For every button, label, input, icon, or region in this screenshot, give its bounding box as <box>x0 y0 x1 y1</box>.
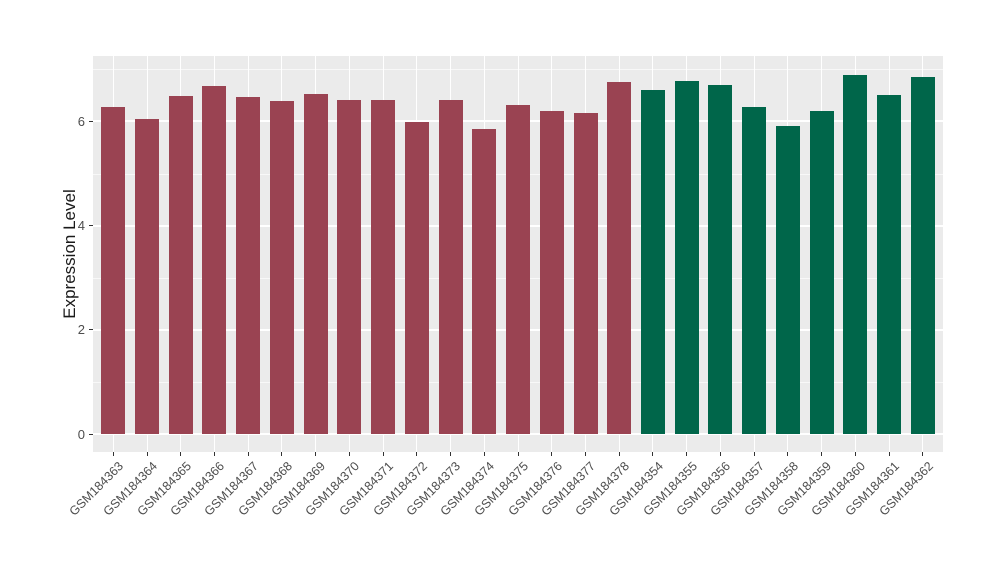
bar-GSM184365 <box>168 95 193 434</box>
bar-GSM184369 <box>303 93 328 434</box>
x-tick-mark <box>382 452 384 456</box>
y-tick-mark <box>89 329 93 331</box>
bar-GSM184377 <box>573 112 598 434</box>
bar-GSM184367 <box>236 96 261 434</box>
x-tick-mark <box>888 452 890 456</box>
x-tick-mark <box>854 452 856 456</box>
bar-GSM184376 <box>539 110 564 434</box>
x-tick-mark <box>213 452 215 456</box>
bar-GSM184360 <box>843 74 868 434</box>
x-tick-mark <box>281 452 283 456</box>
x-tick-mark <box>483 452 485 456</box>
x-tick-mark <box>585 452 586 456</box>
y-tick-mark <box>89 225 93 227</box>
bar-GSM184373 <box>438 100 463 434</box>
x-tick-mark <box>821 452 823 456</box>
y-tick-mark <box>89 120 93 122</box>
x-tick-mark <box>686 452 688 456</box>
x-tick-mark <box>180 452 182 456</box>
bar-GSM184358 <box>775 126 800 434</box>
bar-GSM184372 <box>404 121 429 434</box>
x-tick-mark <box>348 452 350 456</box>
bar-GSM184354 <box>640 90 665 434</box>
x-tick-mark <box>618 452 620 456</box>
bar-GSM184366 <box>202 86 227 434</box>
y-tick-label: 0 <box>77 426 85 442</box>
y-axis-title: Expression Level <box>60 189 79 319</box>
x-tick-mark <box>787 452 789 456</box>
x-tick-mark <box>922 452 924 456</box>
x-tick-mark <box>753 452 755 456</box>
x-tick-mark <box>416 452 418 456</box>
bar-GSM184374 <box>472 128 497 434</box>
y-tick-label: 4 <box>77 218 85 234</box>
bar-GSM184370 <box>337 99 362 434</box>
bar-GSM184356 <box>708 84 733 434</box>
bar-GSM184357 <box>742 107 767 434</box>
x-tick-mark <box>112 452 114 456</box>
y-tick-label: 6 <box>77 113 85 129</box>
bar-GSM184375 <box>506 105 530 434</box>
x-tick-mark <box>652 452 654 456</box>
bar-GSM184368 <box>269 100 294 434</box>
bar-GSM184362 <box>910 77 935 434</box>
x-tick-mark <box>146 452 148 456</box>
x-tick-mark <box>551 452 553 456</box>
plot-panel <box>93 56 943 452</box>
bar-GSM184378 <box>607 81 632 434</box>
bar-GSM184371 <box>371 99 396 434</box>
x-tick-mark <box>247 452 249 456</box>
bar-GSM184361 <box>877 95 901 434</box>
bar-GSM184355 <box>674 80 699 434</box>
bar-GSM184364 <box>135 118 159 434</box>
bar-GSM184363 <box>101 106 126 434</box>
y-tick-label: 2 <box>77 322 85 338</box>
bar-GSM184359 <box>809 110 834 434</box>
x-tick-mark <box>450 452 451 456</box>
x-tick-mark <box>719 452 721 456</box>
x-tick-mark <box>315 452 317 456</box>
y-tick-mark <box>89 433 93 435</box>
x-tick-mark <box>517 452 519 456</box>
